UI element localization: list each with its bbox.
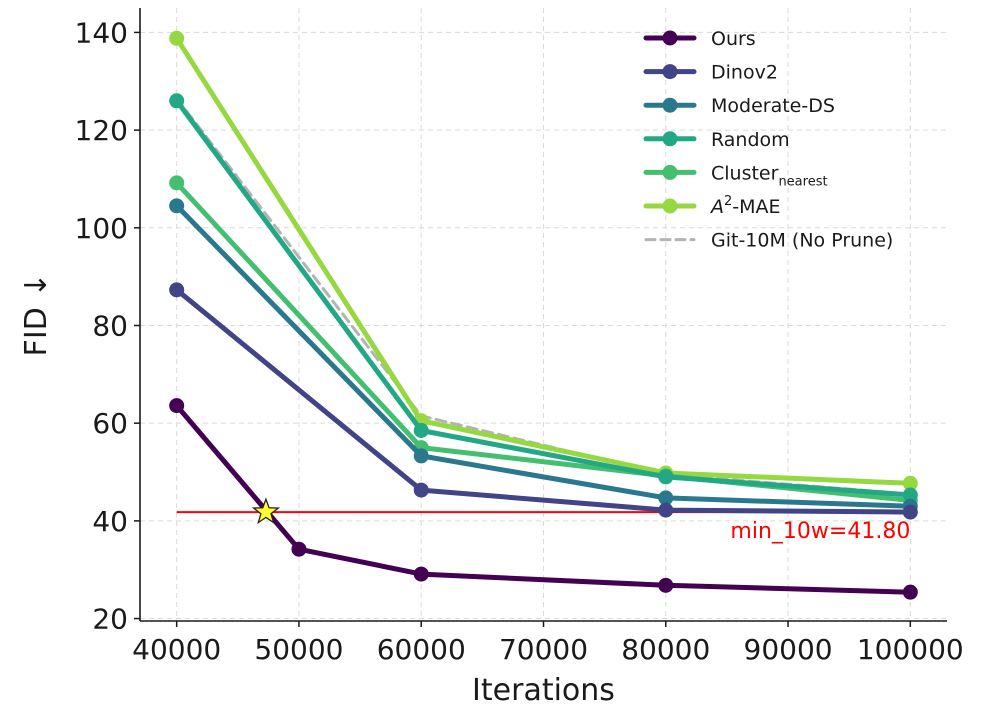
data-point	[658, 490, 674, 506]
legend-entry: Ours	[643, 28, 756, 50]
data-point	[902, 584, 918, 600]
data-point	[902, 487, 918, 503]
legend-swatch-marker	[662, 64, 678, 80]
data-point	[169, 398, 185, 414]
series-line	[174, 98, 913, 498]
legend: Ours Dinov2 Moderate-DS Random Clusterneares…	[643, 28, 893, 252]
data-point	[169, 198, 185, 214]
legend-label: Moderate-DS	[711, 95, 835, 117]
x-tick-label: 50000	[254, 633, 343, 666]
x-tick-label: 60000	[377, 633, 466, 666]
data-point	[413, 566, 429, 582]
y-axis-title: FID ↓	[19, 273, 54, 357]
data-point	[169, 175, 185, 191]
legend-entry: Random	[643, 129, 790, 151]
data-point	[902, 504, 918, 520]
data-point	[413, 482, 429, 498]
legend-label: Clusternearest	[711, 162, 828, 189]
data-point	[902, 475, 918, 491]
legend-swatch-marker	[662, 97, 678, 113]
legend-entry: Git-10M (No Prune)	[644, 230, 893, 252]
series-moderate-ds	[169, 198, 918, 514]
reference-line-group: min_10w=41.80	[176, 511, 910, 544]
data-point	[413, 448, 429, 464]
y-tick-label: 60	[92, 407, 128, 440]
ticks: 40000 50000 60000 70000 80000 90000 100000 20 40…	[75, 16, 964, 666]
x-tick-label: 80000	[621, 633, 710, 666]
min-reference-label: min_10w=41.80	[730, 519, 910, 544]
legend-entry: A2-MAE	[643, 194, 781, 218]
series-random	[169, 93, 918, 503]
data-point	[169, 282, 185, 298]
y-tick-label: 120	[75, 114, 128, 147]
series-ours	[169, 398, 918, 600]
x-axis-title: Iterations	[472, 673, 615, 708]
series-line	[174, 35, 913, 486]
y-tick-label: 100	[75, 212, 128, 245]
legend-swatch-marker	[662, 30, 678, 46]
star-marker	[251, 497, 281, 525]
data-point	[291, 541, 307, 557]
data-point	[658, 502, 674, 518]
series-group	[169, 30, 918, 600]
legend-swatch-marker	[662, 198, 678, 214]
data-point	[169, 30, 185, 46]
legend-label: Dinov2	[711, 62, 778, 84]
x-tick-label: 90000	[744, 633, 833, 666]
series-dinov2	[169, 282, 918, 520]
legend-label: Random	[711, 129, 790, 151]
x-tick-label: 40000	[132, 633, 221, 666]
data-point	[658, 469, 674, 485]
legend-entry: Dinov2	[643, 62, 778, 84]
x-tick-label: 70000	[499, 633, 588, 666]
data-point	[658, 577, 674, 593]
legend-label: Git-10M (No Prune)	[711, 230, 893, 252]
data-point	[413, 423, 429, 439]
y-tick-label: 20	[92, 603, 128, 636]
series-line	[174, 287, 913, 515]
legend-label: Ours	[711, 28, 756, 50]
y-tick-label: 80	[92, 309, 128, 342]
data-point	[169, 93, 185, 109]
legend-entry: Moderate-DS	[643, 95, 835, 117]
legend-label: A2-MAE	[709, 194, 781, 218]
y-tick-label: 140	[75, 16, 128, 49]
y-tick-label: 40	[92, 505, 128, 538]
legend-entry: Clusternearest	[643, 162, 828, 189]
legend-swatch-marker	[662, 131, 678, 147]
x-tick-label: 100000	[857, 633, 964, 666]
series-line	[174, 203, 913, 509]
legend-swatch-marker	[662, 164, 678, 180]
